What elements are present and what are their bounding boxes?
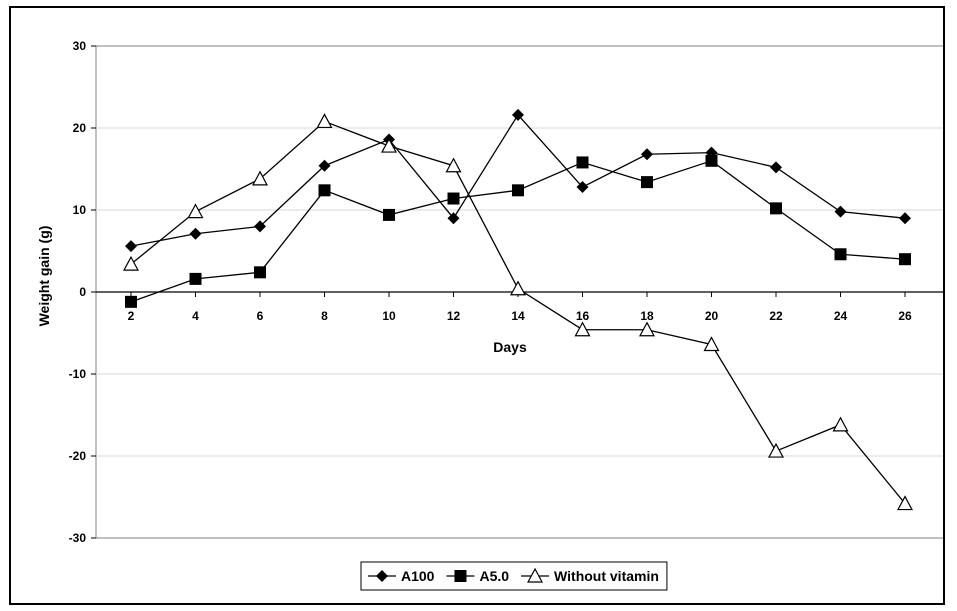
- data-point: [899, 253, 911, 266]
- x-tick-label: 8: [321, 309, 328, 323]
- x-tick-label: 2: [128, 309, 135, 323]
- data-point: [705, 154, 718, 167]
- y-tick-label: -30: [69, 531, 87, 545]
- data-point: [834, 248, 847, 261]
- y-tick-label: 10: [73, 203, 87, 217]
- data-point: [576, 156, 589, 169]
- data-point: [638, 321, 656, 337]
- x-tick-label: 14: [511, 309, 525, 323]
- data-point: [254, 266, 266, 279]
- data-point: [318, 184, 331, 197]
- data-point: [703, 336, 720, 352]
- legend-box: [360, 561, 668, 591]
- data-point: [189, 227, 202, 240]
- data-point: [767, 442, 785, 458]
- data-point: [318, 159, 331, 172]
- y-tick-label: 30: [73, 39, 87, 53]
- data-point: [641, 148, 653, 161]
- data-point: [125, 240, 137, 253]
- legend-item: A100: [368, 568, 435, 584]
- legend-item: Without vitamin: [521, 567, 659, 584]
- data-point: [770, 161, 782, 174]
- y-tick-label: 20: [73, 121, 87, 135]
- y-tick-label: -20: [69, 449, 87, 463]
- data-point: [447, 212, 460, 225]
- series-1: [125, 108, 911, 253]
- series-2: [125, 154, 911, 308]
- x-tick-label: 22: [769, 309, 783, 323]
- data-point: [834, 205, 847, 218]
- data-point: [383, 208, 395, 221]
- chart-frame: 30 20 10 0 -10 -20 -30 2 4 6 8 10 12 14 16 18 20 22 24 26 …: [9, 6, 945, 605]
- data-point: [576, 181, 589, 194]
- y-tick-label: -10: [69, 367, 87, 381]
- data-point: [512, 108, 524, 121]
- legend-label: A5.0: [479, 568, 509, 584]
- data-point: [122, 255, 140, 271]
- data-point: [447, 192, 460, 205]
- series-3: [122, 113, 914, 511]
- data-point: [254, 220, 266, 233]
- data-point: [770, 202, 782, 215]
- data-point: [316, 113, 333, 129]
- y-tick-label: 0: [79, 285, 86, 299]
- data-point: [251, 170, 269, 186]
- data-point: [445, 157, 462, 173]
- gridlines: [96, 127, 943, 457]
- x-axis-ticks: 2 4 6 8 10 12 14 16 18 20 22 24 26: [128, 292, 912, 323]
- x-tick-label: 16: [576, 309, 590, 323]
- x-tick-label: 24: [834, 309, 848, 323]
- data-point: [189, 272, 202, 285]
- x-tick-label: 20: [705, 309, 719, 323]
- data-point: [896, 495, 914, 511]
- data-point: [512, 184, 524, 197]
- y-axis-ticks: 30 20 10 0 -10 -20 -30: [69, 39, 96, 545]
- x-tick-label: 6: [257, 309, 264, 323]
- data-point: [380, 137, 398, 153]
- x-tick-label: 18: [640, 309, 654, 323]
- data-point: [125, 295, 137, 308]
- data-point: [574, 321, 591, 337]
- y-axis-title: Weight gain (g): [36, 226, 52, 327]
- series-group: [122, 108, 914, 511]
- legend-marker: [527, 567, 544, 583]
- data-point: [509, 280, 527, 296]
- data-point: [641, 176, 653, 189]
- legend-item: A5.0: [446, 568, 509, 584]
- legend-label: Without vitamin: [554, 568, 659, 584]
- x-tick-label: 12: [447, 309, 461, 323]
- legend-label: A100: [401, 568, 435, 584]
- x-axis-title: Days: [493, 339, 527, 355]
- data-point: [187, 203, 204, 219]
- x-tick-label: 4: [192, 309, 199, 323]
- legend-marker: [454, 570, 467, 582]
- data-point: [899, 212, 911, 225]
- x-tick-label: 26: [898, 309, 912, 323]
- legend-marker: [376, 570, 388, 582]
- x-tick-label: 10: [382, 309, 396, 323]
- legend: A100 A5.0 Without vitamin: [360, 561, 668, 591]
- data-point: [832, 416, 849, 432]
